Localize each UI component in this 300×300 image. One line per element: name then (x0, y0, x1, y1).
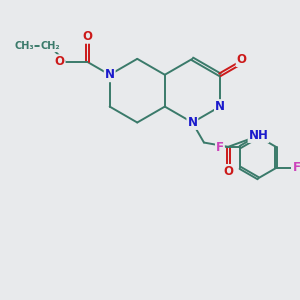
Text: NH: NH (249, 129, 268, 142)
Text: F: F (216, 140, 224, 154)
Text: N: N (188, 116, 197, 129)
Text: O: O (55, 55, 64, 68)
Text: F: F (292, 161, 300, 174)
Text: CH₃: CH₃ (14, 41, 34, 51)
Text: N: N (215, 100, 225, 113)
Text: CH₂: CH₂ (40, 41, 60, 51)
Text: O: O (223, 165, 233, 178)
Text: N: N (105, 68, 115, 81)
Text: O: O (237, 53, 247, 66)
Text: O: O (82, 30, 92, 43)
